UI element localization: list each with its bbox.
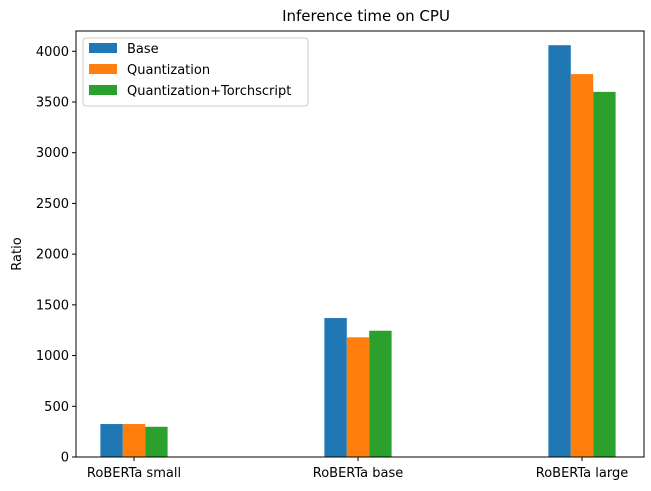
y-tick-label: 3500 [36, 96, 69, 111]
bar-quantization-0 [122, 424, 146, 457]
y-axis: 0 500 1000 1500 2000 2500 3000 3500 4000 [36, 45, 76, 466]
bar-base-1 [324, 318, 347, 457]
y-tick-label: 1000 [36, 349, 69, 364]
y-tick-label: 4000 [36, 45, 69, 60]
bar-quantization-torchscript-0 [145, 426, 168, 457]
bars-group [100, 45, 616, 457]
x-tick-label: RoBERTa large [536, 466, 628, 481]
y-axis-title: Ratio [10, 237, 25, 270]
chart-title: Inference time on CPU [282, 7, 450, 25]
y-tick-label: 3000 [36, 146, 69, 161]
bar-base-2 [548, 45, 571, 457]
bar-base-0 [100, 424, 123, 457]
y-tick-label: 2500 [36, 197, 69, 212]
y-tick-label: 500 [44, 400, 69, 415]
legend-swatch [89, 64, 117, 74]
legend-label: Quantization [127, 63, 210, 78]
legend: Base Quantization Quantization+Torchscript [82, 37, 309, 107]
y-tick-label: 1500 [36, 298, 69, 313]
bar-quantization-1 [346, 337, 370, 457]
legend-swatch [89, 43, 117, 53]
bar-quantization-torchscript-1 [369, 330, 392, 457]
plot-frame [75, 30, 645, 458]
x-tick-label: RoBERTa small [87, 466, 181, 481]
x-axis: RoBERTa small RoBERTa base RoBERTa large [87, 457, 628, 481]
legend-label: Quantization+Torchscript [127, 84, 291, 99]
legend-box [82, 37, 309, 107]
legend-swatch [89, 85, 117, 95]
bar-quantization-2 [570, 74, 594, 457]
legend-label: Base [127, 42, 159, 57]
x-tick-label: RoBERTa base [313, 466, 404, 481]
y-tick-label: 2000 [36, 248, 69, 263]
bar-quantization-torchscript-2 [593, 91, 616, 457]
y-tick-label: 0 [61, 451, 69, 466]
